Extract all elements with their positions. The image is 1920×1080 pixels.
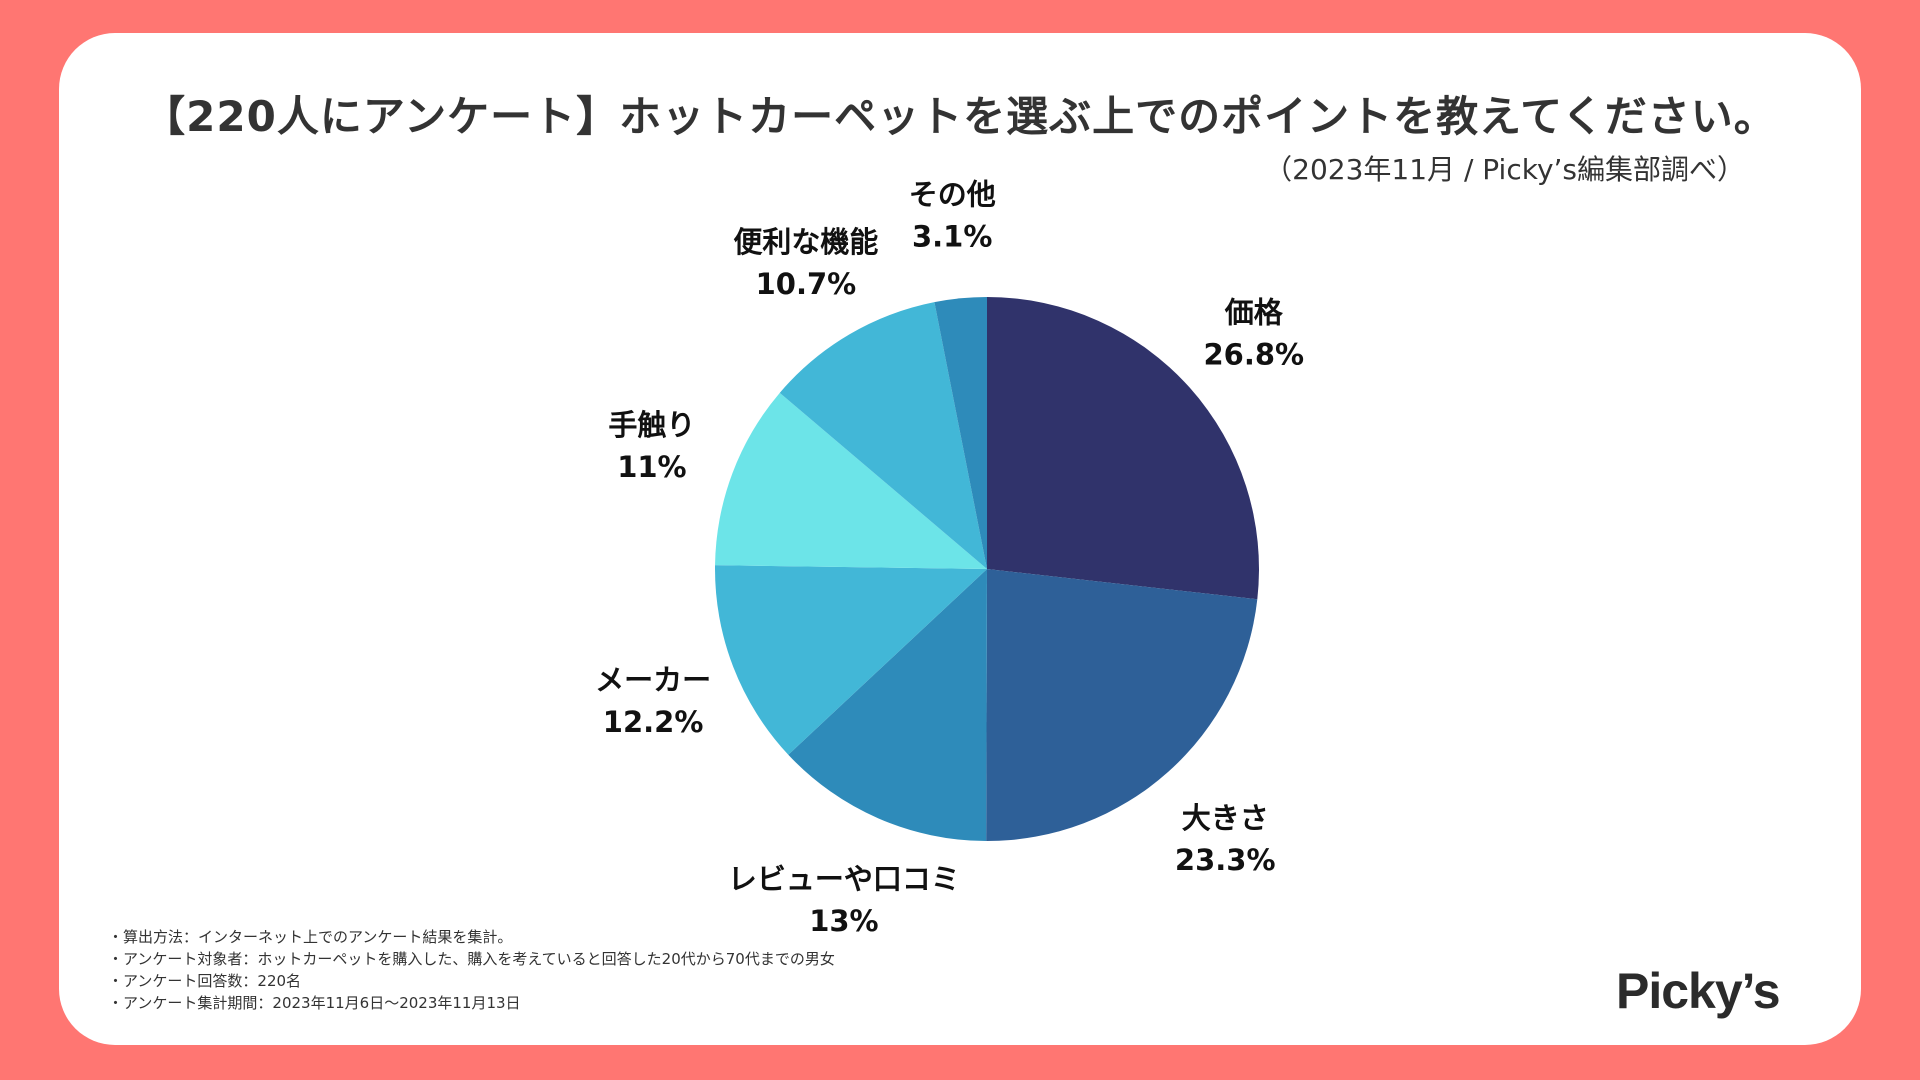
slice-label-4: 手触り 11% [608,408,695,484]
pie-slice-1 [986,569,1258,842]
slice-category-label: その他 [909,178,996,212]
slice-value-label: 13% [809,904,878,938]
slice-category-label: レビューや口コミ [728,862,960,896]
slice-label-5: 便利な機能 10.7% [733,225,878,301]
pie-slice-5 [779,302,987,569]
pie-slice-3 [715,565,987,755]
note-period: ・アンケート集計期間：2023年11月6日〜2023年11月13日 [108,994,521,1012]
chart-subtitle: （2023年11月 / Picky’s編集部調べ） [1264,153,1745,186]
slice-label-1: 大きさ 23.3% [1175,801,1276,877]
note-method: ・算出方法：インターネット上でのアンケート結果を集計。 [108,928,513,946]
slice-label-2: レビューや口コミ 13% [728,862,960,938]
chart-title: 【220人にアンケート】ホットカーペットを選ぶ上でのポイントを教えてください。 [143,92,1777,141]
pie-slices [715,297,1259,842]
slice-label-6: その他 3.1% [909,178,996,254]
pickys-logo: Picky’s [1616,963,1781,1019]
slice-label-3: メーカー 12.2% [595,663,711,739]
pie-labels: 価格 26.8% 大きさ 23.3% レビューや口コミ 13% メーカー 12.2% 手触り 11… [595,178,1304,939]
slice-label-0: 価格 26.8% [1203,295,1304,371]
slice-category-label: 便利な機能 [733,225,878,259]
slice-category-label: 大きさ [1182,801,1269,835]
slice-category-label: 価格 [1224,295,1284,329]
slice-category-label: 手触り [608,408,695,442]
survey-notes: ・算出方法：インターネット上でのアンケート結果を集計。 ・アンケート対象者：ホッ… [108,926,835,1014]
slice-value-label: 12.2% [603,705,704,739]
slice-value-label: 11% [617,450,686,484]
slice-category-label: メーカー [595,663,711,697]
note-count: ・アンケート回答数：220名 [108,972,302,990]
slice-value-label: 23.3% [1175,843,1276,877]
pie-slice-6 [934,297,987,569]
pie-slice-0 [987,297,1259,600]
note-target: ・アンケート対象者：ホットカーペットを購入した、購入を考えていると回答した20代… [108,950,835,968]
slice-value-label: 10.7% [756,267,857,301]
slice-value-label: 3.1% [912,220,992,254]
pie-slice-2 [788,569,987,841]
pie-slice-4 [715,392,987,569]
slice-value-label: 26.8% [1203,337,1304,371]
